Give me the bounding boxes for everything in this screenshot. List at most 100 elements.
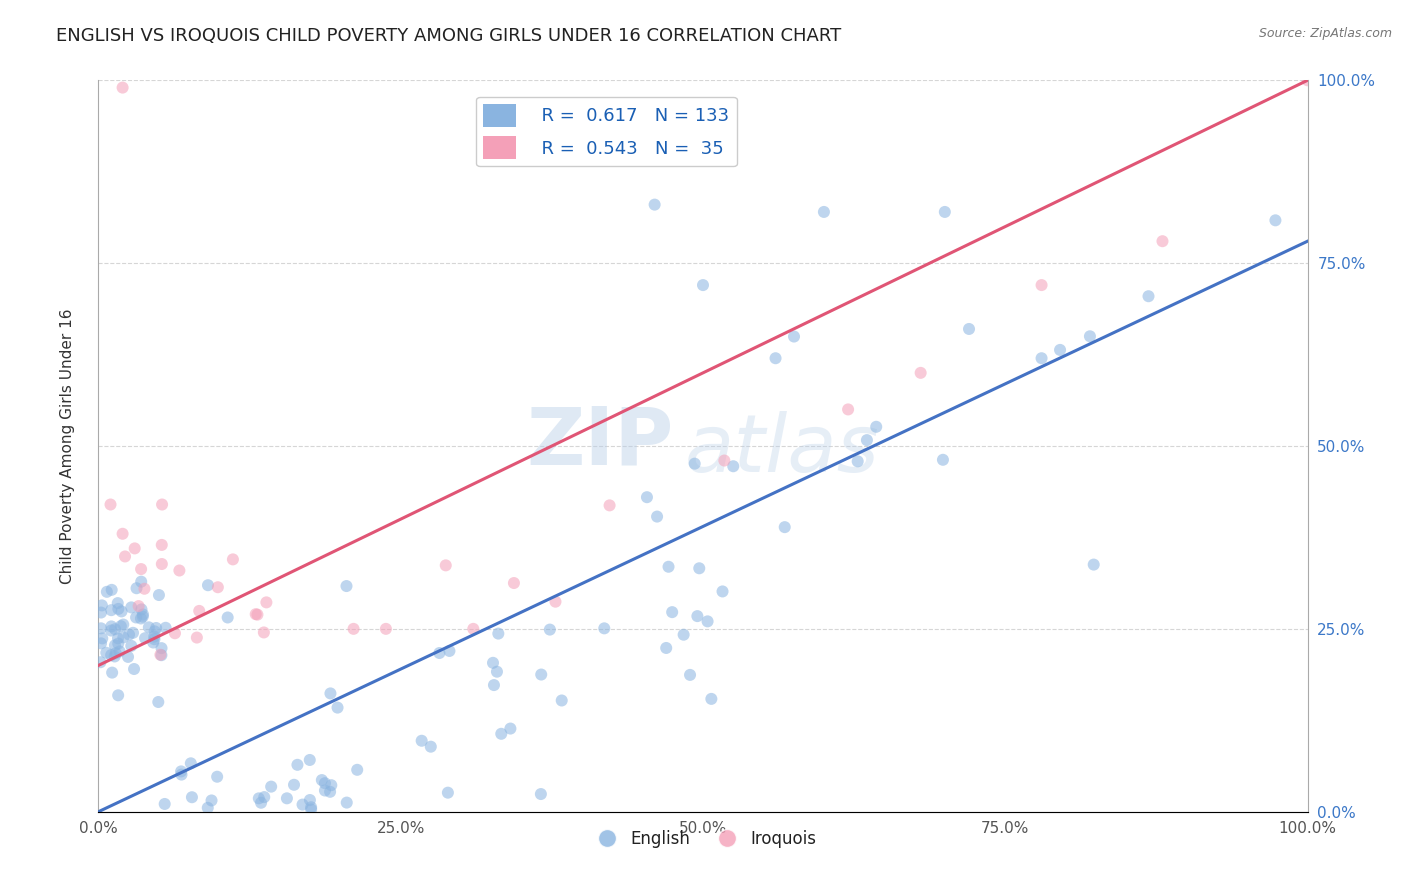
Point xyxy=(311,773,333,788)
Point xyxy=(813,205,835,219)
Point xyxy=(150,498,173,512)
Point xyxy=(283,778,305,792)
Point xyxy=(188,604,211,618)
Point xyxy=(319,686,342,700)
Point xyxy=(138,620,160,634)
Point xyxy=(655,640,678,655)
Point xyxy=(222,552,245,566)
Point xyxy=(111,80,134,95)
Point xyxy=(108,644,131,658)
Point xyxy=(411,733,433,747)
Point xyxy=(96,646,118,660)
Point xyxy=(149,648,172,662)
Point xyxy=(723,459,745,474)
Point xyxy=(336,796,359,810)
Point xyxy=(374,622,396,636)
Point xyxy=(118,627,141,641)
Point xyxy=(437,786,460,800)
Point xyxy=(107,637,129,651)
Point xyxy=(260,780,283,794)
Point xyxy=(100,624,122,638)
Point xyxy=(599,499,621,513)
Point xyxy=(1031,278,1053,293)
Point xyxy=(319,785,342,799)
Point xyxy=(186,631,208,645)
Point xyxy=(114,549,136,564)
Point xyxy=(491,727,513,741)
Point xyxy=(865,419,887,434)
Point xyxy=(657,559,679,574)
Point xyxy=(692,278,714,293)
Point xyxy=(197,801,219,815)
Point xyxy=(932,452,955,467)
Point xyxy=(246,607,269,622)
Point xyxy=(100,498,122,512)
Point xyxy=(143,630,166,644)
Point xyxy=(112,617,135,632)
Point xyxy=(299,800,322,814)
Point xyxy=(107,596,129,610)
Point xyxy=(298,793,321,807)
Y-axis label: Child Poverty Among Girls Under 16: Child Poverty Among Girls Under 16 xyxy=(60,309,75,583)
Point xyxy=(107,688,129,702)
Point xyxy=(125,581,148,595)
Point xyxy=(134,631,156,645)
Point xyxy=(120,600,142,615)
Point xyxy=(783,329,806,343)
Point xyxy=(150,538,173,552)
Point xyxy=(439,644,461,658)
Point xyxy=(90,606,112,620)
Point xyxy=(129,574,152,589)
Point xyxy=(636,490,658,504)
Point xyxy=(765,351,787,366)
Point xyxy=(837,402,859,417)
Point xyxy=(321,778,343,792)
Point xyxy=(544,595,567,609)
Point xyxy=(700,692,723,706)
Point xyxy=(679,668,702,682)
Point xyxy=(773,520,796,534)
Text: ZIP: ZIP xyxy=(527,403,673,482)
Point xyxy=(197,578,219,592)
Point xyxy=(1264,213,1286,227)
Point xyxy=(205,770,228,784)
Point xyxy=(314,776,336,790)
Point xyxy=(100,619,122,633)
Point xyxy=(934,205,956,219)
Point xyxy=(217,610,239,624)
Point xyxy=(111,526,134,541)
Point xyxy=(429,646,451,660)
Point xyxy=(486,626,509,640)
Point xyxy=(686,609,709,624)
Point xyxy=(143,624,166,639)
Point xyxy=(287,757,309,772)
Point xyxy=(207,580,229,594)
Point xyxy=(200,793,222,807)
Point xyxy=(276,791,298,805)
Point xyxy=(100,603,122,617)
Point xyxy=(134,582,156,596)
Point xyxy=(530,667,553,681)
Point xyxy=(645,509,668,524)
Point xyxy=(1296,73,1319,87)
Point xyxy=(122,625,145,640)
Point xyxy=(91,632,114,646)
Point xyxy=(530,787,553,801)
Point xyxy=(155,621,177,635)
Point xyxy=(107,602,129,616)
Point xyxy=(419,739,441,754)
Point xyxy=(326,700,349,714)
Point xyxy=(253,790,276,805)
Point xyxy=(846,454,869,468)
Point xyxy=(96,584,118,599)
Point xyxy=(1137,289,1160,303)
Point xyxy=(711,584,734,599)
Point xyxy=(335,579,357,593)
Point xyxy=(1152,234,1174,248)
Point xyxy=(145,621,167,635)
Point xyxy=(593,621,616,635)
Point xyxy=(499,722,522,736)
Point xyxy=(100,582,122,597)
Point xyxy=(117,649,139,664)
Text: ENGLISH VS IROQUOIS CHILD POVERTY AMONG GIRLS UNDER 16 CORRELATION CHART: ENGLISH VS IROQUOIS CHILD POVERTY AMONG … xyxy=(56,27,841,45)
